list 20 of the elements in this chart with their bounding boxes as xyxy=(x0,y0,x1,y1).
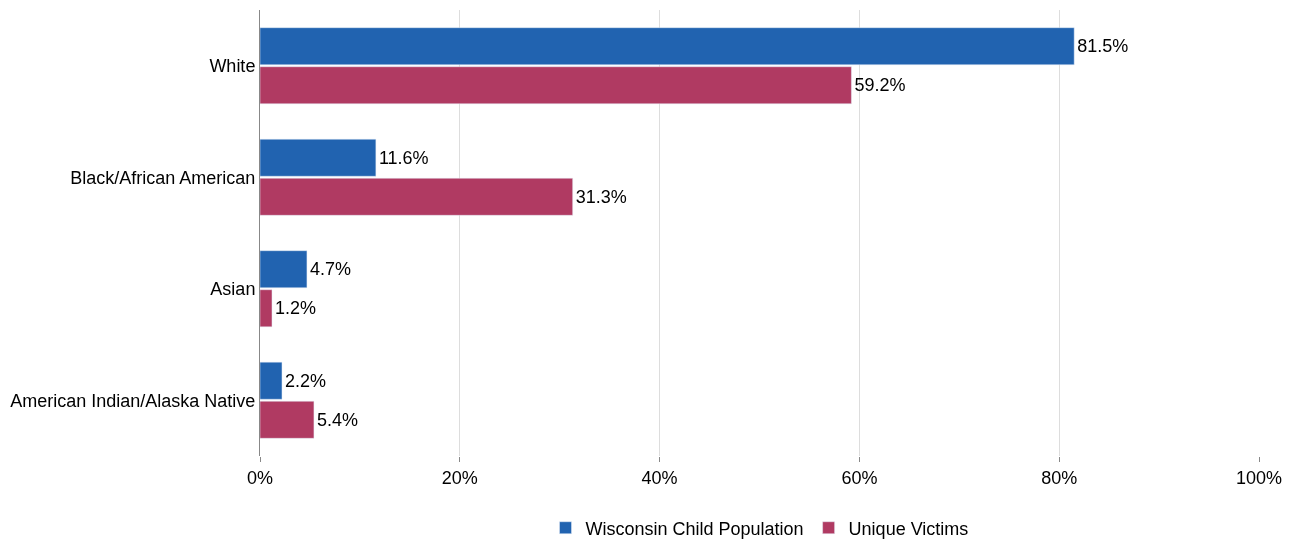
y-tick-label: Asian xyxy=(210,279,256,300)
x-tick-label: 40% xyxy=(641,467,678,488)
data-label: 81.5% xyxy=(1077,36,1129,57)
data-label: 11.6% xyxy=(378,147,429,168)
x-tick-label: 0% xyxy=(246,467,274,488)
data-label: 31.3% xyxy=(575,186,627,207)
y-tick-label: White xyxy=(209,56,256,77)
data-label: 1.2% xyxy=(274,298,317,319)
x-tick-label: 80% xyxy=(1041,467,1078,488)
x-tick-label: 20% xyxy=(441,467,478,488)
x-tick-label: 60% xyxy=(841,467,878,488)
legend-label: Wisconsin Child Population xyxy=(585,518,804,539)
x-tick-label: 100% xyxy=(1235,467,1283,488)
legend-label: Unique Victims xyxy=(848,518,969,539)
y-tick-label: American Indian/Alaska Native xyxy=(10,390,256,411)
data-label: 4.7% xyxy=(309,259,351,280)
y-tick-label: Black/African American xyxy=(70,167,256,188)
data-label: 5.4% xyxy=(316,409,358,430)
data-label: 59.2% xyxy=(854,75,906,96)
data-label: 2.2% xyxy=(284,370,327,391)
